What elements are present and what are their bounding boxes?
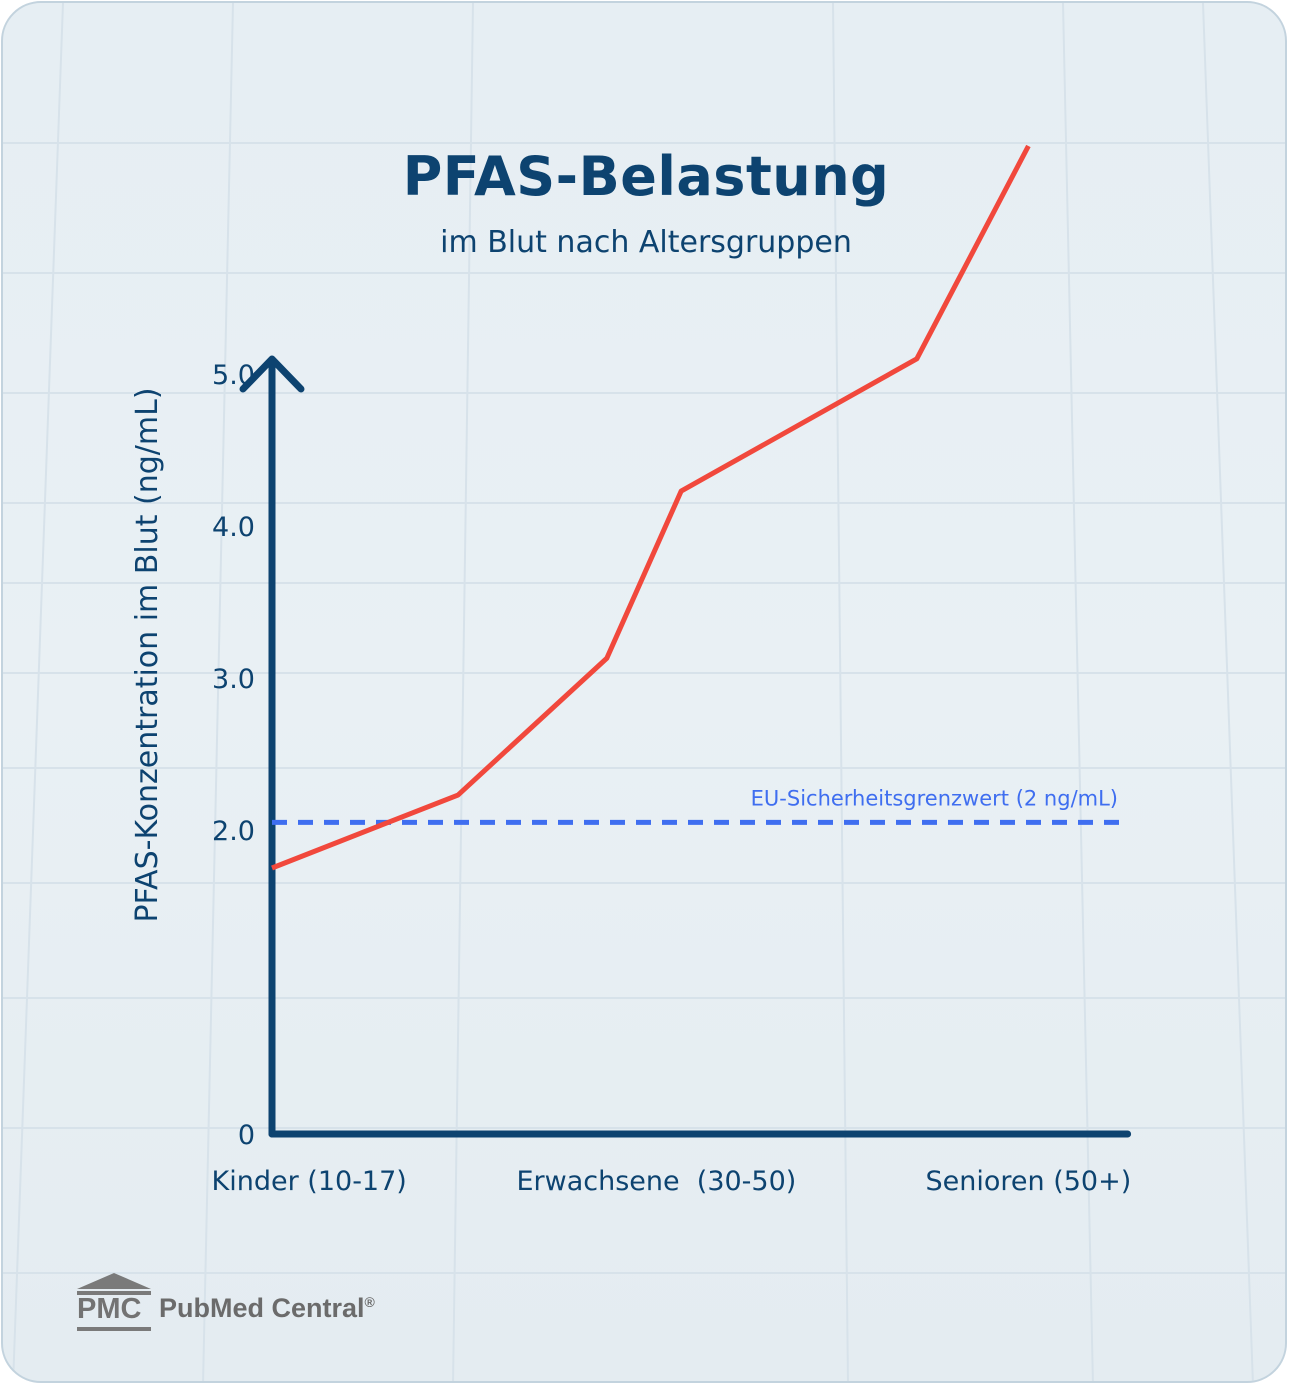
y-tick-label: 5.0: [212, 360, 255, 391]
line-chart: EU-Sicherheitsgrenzwert (2 ng/mL) 0 2.0 3.…: [130, 144, 1132, 1197]
y-axis-title: PFAS-Konzentration im Blut (ng/mL): [130, 387, 165, 922]
y-tick-label: 0: [238, 1120, 255, 1151]
brand-name-text: PubMed Central: [159, 1293, 365, 1323]
background-grid: [3, 3, 1285, 1381]
x-category-label: Senioren (50+): [926, 1166, 1132, 1197]
threshold-label: EU-Sicherheitsgrenzwert (2 ng/mL): [751, 786, 1118, 810]
x-category-label: Kinder (10-17): [212, 1166, 407, 1197]
series-line: [271, 144, 1031, 871]
y-tick-label: 4.0: [212, 512, 255, 543]
brand-name: PubMed Central®: [159, 1293, 375, 1324]
y-tick-label: 3.0: [212, 664, 255, 695]
chart-title: PFAS-Belastung: [402, 145, 890, 208]
pmc-logo: [77, 1273, 151, 1331]
chart-subtitle: im Blut nach Altersgruppen: [440, 225, 852, 260]
x-category-label: Erwachsene (30-50): [516, 1166, 796, 1197]
y-tick-label: 2.0: [212, 816, 255, 847]
pmc-logo-text: PMC: [77, 1293, 142, 1325]
y-axis-arrow: [239, 355, 305, 393]
registered-mark: ®: [364, 1294, 375, 1310]
